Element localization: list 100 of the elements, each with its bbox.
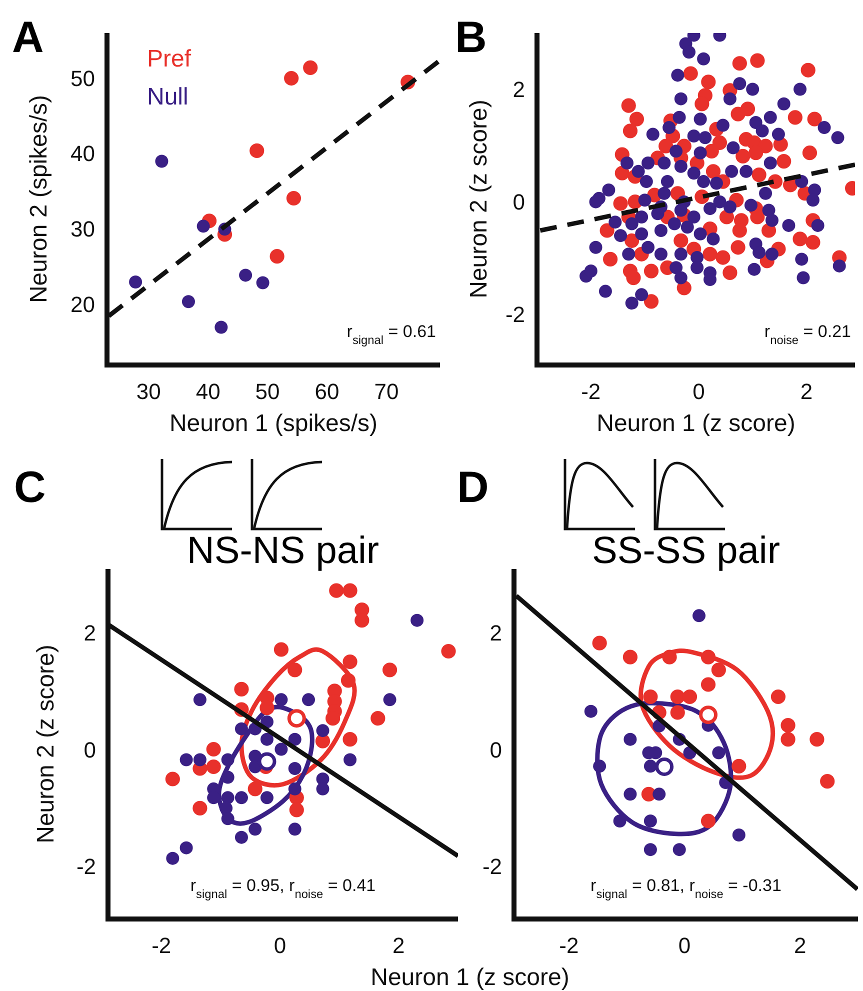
point	[239, 268, 252, 282]
point	[655, 758, 674, 776]
point	[302, 693, 316, 706]
point	[340, 673, 356, 688]
x-tick-label: -2	[581, 379, 601, 404]
point	[410, 614, 424, 627]
point	[670, 705, 685, 720]
point	[270, 249, 284, 264]
y-axis-title: Neuron 2 (z score)	[465, 100, 492, 298]
point	[193, 693, 206, 706]
point	[622, 650, 638, 664]
point	[165, 772, 180, 786]
point	[206, 759, 221, 774]
point	[274, 742, 288, 756]
point	[206, 742, 221, 757]
point	[700, 814, 716, 828]
point	[221, 791, 234, 804]
point	[234, 830, 248, 844]
point	[354, 613, 370, 628]
point	[182, 295, 195, 308]
text: C	[14, 463, 46, 512]
point	[284, 70, 299, 86]
point	[810, 732, 824, 747]
point	[289, 802, 304, 818]
point	[258, 752, 276, 771]
point	[326, 711, 340, 726]
point	[260, 700, 274, 716]
point	[699, 706, 718, 724]
text: Pref	[147, 45, 192, 72]
point	[732, 828, 746, 842]
x-tick-label: 2	[794, 933, 806, 958]
point	[342, 654, 358, 670]
point	[214, 320, 228, 334]
point	[780, 718, 796, 733]
y-tick-label: 2	[512, 76, 525, 102]
y-tick-label: 2	[84, 620, 96, 646]
point	[770, 689, 786, 704]
point	[155, 154, 168, 168]
text: B	[455, 13, 487, 62]
point	[644, 760, 657, 773]
y-axis-title: Neuron 2 (z score)	[32, 644, 60, 844]
point	[288, 762, 302, 775]
point	[250, 143, 264, 158]
x-tick-label: 0	[274, 933, 286, 958]
point	[613, 814, 626, 828]
y-tick-label: 40	[70, 141, 95, 166]
point	[286, 190, 302, 206]
point	[370, 711, 386, 726]
x-axis-title: Neuron 1 (z score)	[370, 964, 570, 991]
point	[248, 782, 262, 796]
point	[329, 583, 344, 598]
x-tick-label: -2	[152, 933, 172, 958]
point	[643, 689, 658, 704]
point	[342, 583, 358, 598]
point	[732, 758, 746, 774]
x-axis-title: Neuron 1 (spikes/s)	[169, 410, 378, 437]
point	[382, 662, 398, 678]
y-tick-label: 2	[490, 620, 502, 646]
point	[383, 693, 396, 706]
point	[221, 753, 234, 766]
y-tick-label: 20	[70, 292, 95, 318]
point	[820, 774, 835, 789]
point	[692, 609, 706, 622]
point	[700, 650, 716, 664]
point	[260, 732, 274, 746]
point	[672, 843, 686, 856]
point	[682, 689, 698, 704]
point	[780, 732, 796, 747]
x-tick-label: 2	[800, 379, 813, 404]
point	[316, 724, 330, 738]
x-tick-label: 2	[392, 933, 405, 958]
y-tick-label: 0	[512, 189, 525, 214]
point	[316, 782, 330, 796]
annotation: r$_{signal}$ = 0.81, r$_{noise}$ = -0.31	[590, 876, 782, 901]
point	[624, 732, 637, 746]
point	[644, 814, 657, 828]
point	[196, 220, 210, 233]
x-axis-title: Neuron 1 (z score)	[596, 410, 796, 437]
point	[288, 782, 302, 796]
point	[441, 644, 456, 659]
point	[234, 722, 248, 736]
y-tick-label: 30	[70, 216, 95, 242]
point	[344, 753, 357, 766]
y-tick-label: 0	[490, 737, 502, 762]
text: A	[12, 13, 44, 62]
y-tick-label: -2	[76, 854, 96, 879]
x-tick-label: 70	[374, 379, 399, 404]
point	[288, 822, 302, 836]
y-tick-label: -2	[505, 302, 525, 327]
point	[303, 60, 318, 76]
point	[256, 276, 270, 290]
x-tick-label: 0	[678, 933, 691, 958]
point	[193, 753, 206, 766]
x-tick-label: 60	[314, 379, 340, 404]
y-tick-label: 0	[84, 737, 96, 762]
point	[180, 753, 193, 766]
point	[129, 276, 142, 288]
point	[288, 732, 302, 746]
y-tick-label: 50	[70, 66, 95, 91]
chart-title: SS-SS pair	[592, 530, 780, 572]
